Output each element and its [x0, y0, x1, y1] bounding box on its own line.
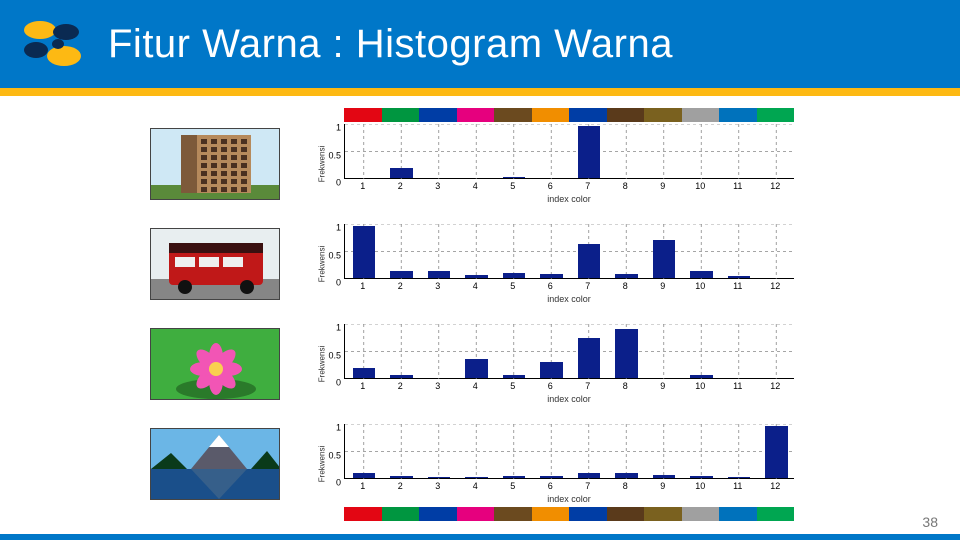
- y-tick: 0: [336, 379, 341, 388]
- y-tick: 0: [336, 179, 341, 188]
- bar: [540, 362, 563, 379]
- y-tick: 0.5: [328, 151, 341, 160]
- bar: [653, 240, 676, 279]
- bar: [390, 271, 413, 278]
- bar: [615, 473, 638, 479]
- bar: [728, 477, 751, 478]
- bar: [353, 368, 376, 378]
- bar: [428, 271, 451, 278]
- x-ticks: 123456789101112: [344, 481, 794, 493]
- bar: [503, 273, 526, 279]
- histogram-row: Frekwensi00.51123456789101112index color: [0, 317, 960, 412]
- thumbnail-lotus: [150, 328, 280, 400]
- accent-bar: [0, 88, 960, 96]
- bar: [503, 375, 526, 378]
- y-tick: 0: [336, 479, 341, 488]
- histogram-panel: Frekwensi00.51123456789101112index color: [310, 418, 810, 510]
- bar: [615, 329, 638, 379]
- histogram-panel: Frekwensi00.51123456789101112index color: [310, 318, 810, 410]
- content-area: Frekwensi00.51123456789101112index color…: [0, 108, 960, 520]
- y-tick: 1: [336, 124, 341, 133]
- x-axis-label: index color: [344, 494, 794, 504]
- bar: [353, 473, 376, 479]
- bar: [390, 375, 413, 378]
- x-axis-label: index color: [344, 394, 794, 404]
- bar: [690, 375, 713, 378]
- bar: [615, 274, 638, 278]
- color-palette: [344, 108, 794, 122]
- y-tick: 1: [336, 424, 341, 433]
- bar: [765, 426, 788, 478]
- histogram-row: Frekwensi00.51123456789101112index color: [0, 117, 960, 212]
- bar: [503, 476, 526, 478]
- plot-area: 00.51: [344, 224, 794, 279]
- page-title: Fitur Warna : Histogram Warna: [108, 22, 673, 67]
- footer-bar: [0, 534, 960, 540]
- bar: [503, 177, 526, 178]
- thumbnail-mountain: [150, 428, 280, 500]
- histogram-panel: Frekwensi00.51123456789101112index color: [310, 118, 810, 210]
- x-axis-label: index color: [344, 194, 794, 204]
- x-ticks: 123456789101112: [344, 181, 794, 193]
- bar: [578, 338, 601, 378]
- bar: [465, 359, 488, 378]
- bar: [465, 275, 488, 278]
- logo-icon: [18, 16, 90, 72]
- bar: [353, 226, 376, 278]
- y-axis-label: Frekwensi: [318, 246, 327, 282]
- x-axis-label: index color: [344, 294, 794, 304]
- y-tick: 0.5: [328, 251, 341, 260]
- y-tick: 0.5: [328, 351, 341, 360]
- plot-area: 00.51: [344, 124, 794, 179]
- bar: [728, 276, 751, 278]
- bar: [690, 271, 713, 278]
- y-tick: 0: [336, 279, 341, 288]
- bar: [578, 126, 601, 178]
- page-number: 38: [922, 514, 938, 530]
- bar: [390, 168, 413, 178]
- plot-area: 00.51: [344, 424, 794, 479]
- y-axis-label: Frekwensi: [318, 146, 327, 182]
- y-axis-label: Frekwensi: [318, 446, 327, 482]
- histogram-row: Frekwensi00.51123456789101112index color: [0, 217, 960, 312]
- plot-area: 00.51: [344, 324, 794, 379]
- bar: [578, 244, 601, 278]
- bar: [653, 475, 676, 478]
- bar: [390, 476, 413, 478]
- histogram-row: Frekwensi00.51123456789101112index color: [0, 417, 960, 512]
- y-tick: 1: [336, 324, 341, 333]
- y-tick: 0.5: [328, 451, 341, 460]
- x-ticks: 123456789101112: [344, 281, 794, 293]
- bar: [428, 477, 451, 478]
- bar: [540, 476, 563, 478]
- color-palette: [344, 507, 794, 521]
- y-tick: 1: [336, 224, 341, 233]
- y-axis-label: Frekwensi: [318, 346, 327, 382]
- bar: [540, 274, 563, 278]
- bar: [690, 476, 713, 478]
- bar: [465, 477, 488, 478]
- histogram-panel: Frekwensi00.51123456789101112index color: [310, 218, 810, 310]
- thumbnail-building: [150, 128, 280, 200]
- x-ticks: 123456789101112: [344, 381, 794, 393]
- thumbnail-bus: [150, 228, 280, 300]
- bar: [578, 473, 601, 479]
- header-bar: Fitur Warna : Histogram Warna: [0, 0, 960, 88]
